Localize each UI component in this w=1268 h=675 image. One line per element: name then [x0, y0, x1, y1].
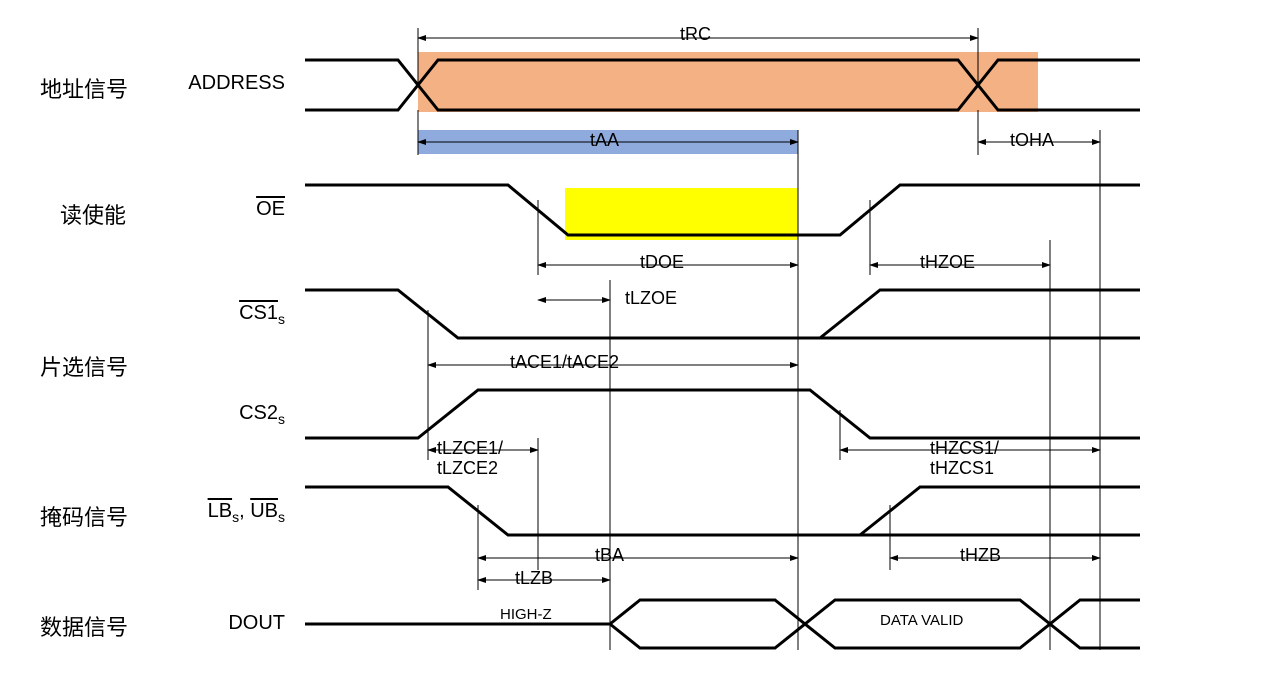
- t-toha: tOHA: [1010, 130, 1054, 151]
- t-thzoe: tHZOE: [920, 252, 975, 273]
- t-tlzce2: tLZCE2: [437, 458, 498, 479]
- waveform-svg: [10, 10, 1268, 665]
- t-thzcs: tHZCS1/: [930, 438, 999, 459]
- dim-tlzoe: [538, 280, 610, 650]
- wave-dout: [305, 600, 1140, 648]
- t-datavalid: DATA VALID: [880, 612, 963, 629]
- wave-lbub: [305, 487, 1140, 535]
- wave-cs1: [305, 290, 1140, 338]
- t-tba: tBA: [595, 545, 624, 566]
- t-taa: tAA: [590, 130, 619, 151]
- t-tlzce: tLZCE1/: [437, 438, 503, 459]
- t-thzb: tHZB: [960, 545, 1001, 566]
- t-highz: HIGH-Z: [500, 606, 552, 623]
- timing-diagram: 地址信号 读使能 片选信号 掩码信号 数据信号 ADDRESS OE CS1s …: [10, 10, 1268, 665]
- hl-tdoe: [565, 188, 798, 240]
- wave-cs2: [305, 390, 1140, 438]
- t-tace: tACE1/tACE2: [510, 352, 619, 373]
- t-trc: tRC: [680, 24, 711, 45]
- t-tlzoe: tLZOE: [625, 288, 677, 309]
- dim-toha: [978, 110, 1100, 650]
- t-tdoe: tDOE: [640, 252, 684, 273]
- t-thzcs2: tHZCS1: [930, 458, 994, 479]
- t-tlzb: tLZB: [515, 568, 553, 589]
